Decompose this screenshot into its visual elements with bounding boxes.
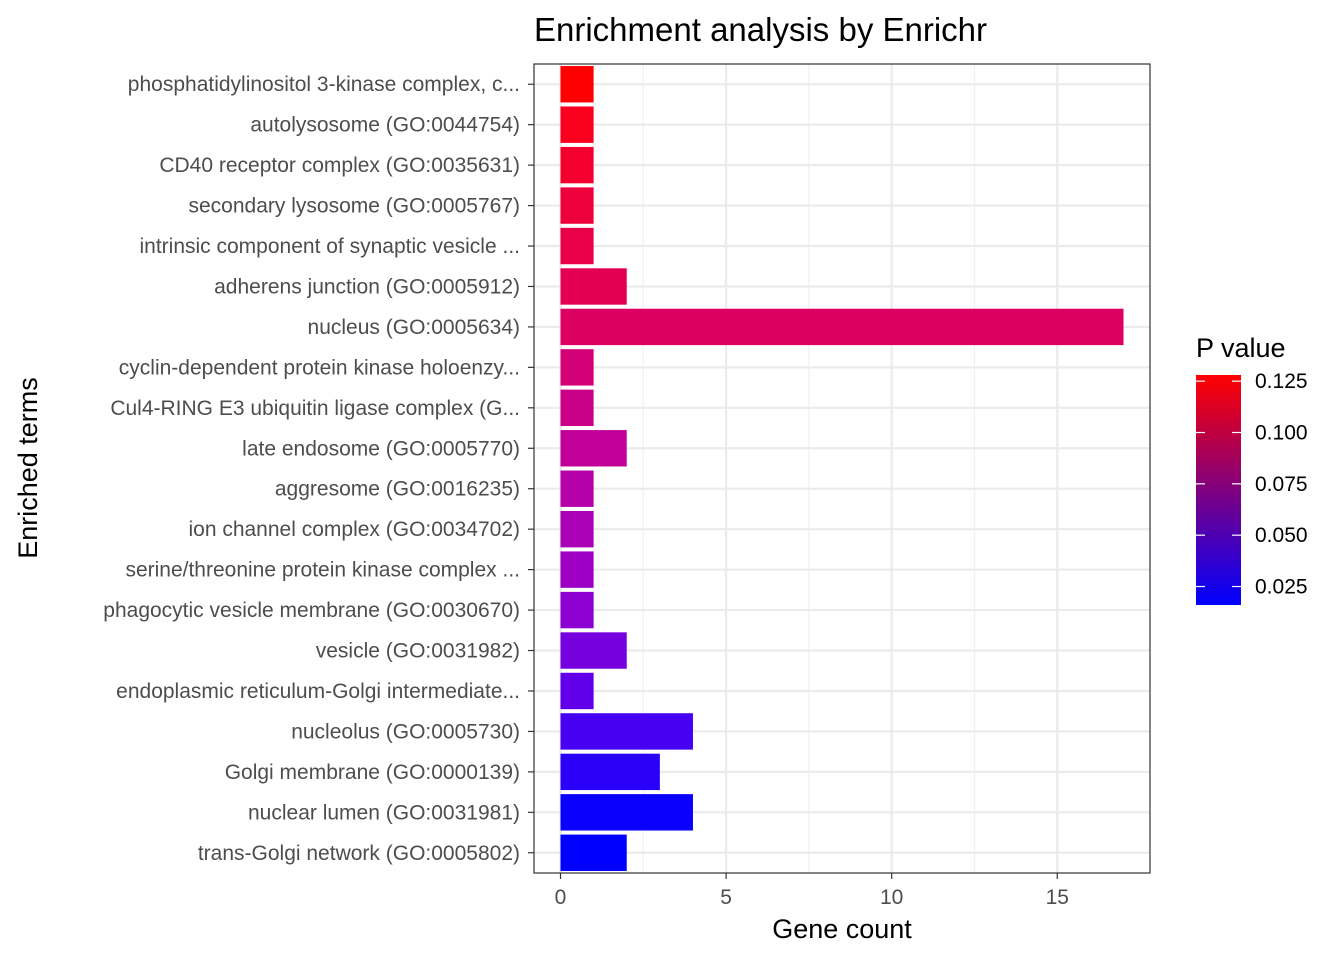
bar [560, 470, 594, 507]
bar [560, 268, 627, 305]
bar [560, 753, 660, 791]
y-tick-label: ion channel complex (GO:0034702) [188, 518, 520, 541]
bar [560, 187, 594, 224]
x-tick-label: 15 [1046, 886, 1069, 909]
y-tick-label: secondary lysosome (GO:0005767) [189, 195, 521, 218]
y-tick-label: intrinsic component of synaptic vesicle … [139, 235, 520, 258]
y-tick-label: phagocytic vesicle membrane (GO:0030670) [103, 599, 520, 622]
bars [560, 66, 1124, 871]
x-tick-label: 0 [555, 886, 567, 909]
legend-ticks: 0.025 0.050 0.075 0.100 0.125 [1196, 370, 1308, 599]
bar [560, 713, 693, 750]
legend-tick-label: 0.025 [1255, 576, 1308, 599]
panel-border [533, 63, 1151, 874]
y-axis-title: Enriched terms [13, 377, 43, 559]
bar [560, 591, 594, 629]
legend-tick-label: 0.125 [1255, 370, 1308, 393]
bar [560, 349, 594, 386]
legend-tick-label: 0.100 [1255, 422, 1308, 445]
bar [560, 308, 1124, 346]
y-tick-label: Golgi membrane (GO:0000139) [225, 761, 520, 784]
y-tick-label: trans-Golgi network (GO:0005802) [198, 842, 520, 865]
bar [560, 227, 594, 265]
bar [560, 389, 594, 427]
y-tick-label: late endosome (GO:0005770) [242, 437, 520, 460]
bar [560, 551, 594, 588]
x-tick-label: 10 [880, 886, 903, 909]
y-tick-label: Cul4-RING E3 ubiquitin ligase complex (G… [110, 397, 520, 420]
y-tick-label: nucleus (GO:0005634) [308, 316, 520, 339]
y-tick-label: phosphatidylinositol 3-kinase complex, c… [128, 73, 520, 96]
y-tick-label: adherens junction (GO:0005912) [214, 275, 520, 298]
y-tick-label: nuclear lumen (GO:0031981) [248, 801, 520, 824]
legend-title: P value [1196, 333, 1286, 363]
y-axis: phosphatidylinositol 3-kinase complex, c… [103, 73, 534, 865]
y-tick-label: CD40 receptor complex (GO:0035631) [159, 154, 520, 177]
y-tick-label: aggresome (GO:0016235) [275, 478, 520, 501]
bar [560, 66, 594, 103]
y-tick-label: nucleolus (GO:0005730) [291, 720, 520, 743]
legend-tick-label: 0.075 [1255, 473, 1308, 496]
y-tick-label: endoplasmic reticulum-Golgi intermediate… [116, 680, 520, 703]
grid-lines [534, 64, 1150, 873]
bar [560, 672, 594, 710]
y-tick-label: serine/threonine protein kinase complex … [125, 559, 520, 582]
bar [560, 510, 594, 548]
bar [560, 794, 693, 831]
x-axis-title: Gene count [772, 914, 912, 944]
x-tick-label: 5 [720, 886, 732, 909]
legend: P value 0.025 0.050 0.075 0.100 0.125 [1196, 333, 1308, 605]
y-tick-label: vesicle (GO:0031982) [316, 640, 520, 663]
bar [560, 834, 627, 871]
legend-tick-label: 0.050 [1255, 524, 1308, 547]
y-tick-label: cyclin-dependent protein kinase holoenzy… [119, 356, 520, 379]
legend-colorbar [1196, 375, 1241, 605]
bar [560, 430, 627, 467]
y-tick-label: autolysosome (GO:0044754) [250, 114, 520, 137]
chart-title: Enrichment analysis by Enrichr [534, 11, 987, 48]
bar [560, 106, 594, 143]
bar [560, 146, 594, 184]
bar [560, 632, 627, 669]
x-axis: 0 5 10 15 [555, 873, 1069, 909]
